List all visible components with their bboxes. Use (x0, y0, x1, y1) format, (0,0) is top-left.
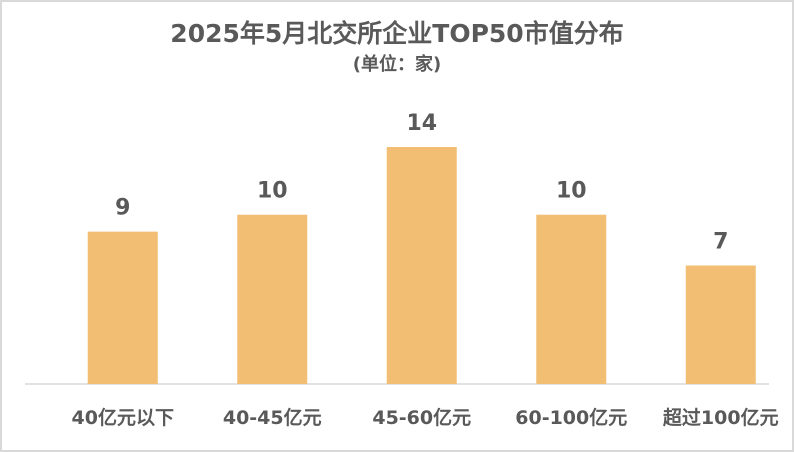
chart-subtitle: (单位：家) (352, 54, 442, 75)
bar (237, 214, 308, 384)
data-label: 14 (406, 111, 437, 136)
x-tick-label: 40-45亿元 (223, 406, 322, 429)
data-label: 9 (115, 196, 130, 221)
x-tick-label: 40亿元以下 (72, 406, 174, 429)
bar (87, 231, 158, 384)
data-label: 10 (556, 179, 587, 204)
x-tick-label: 45-60亿元 (372, 406, 471, 429)
x-tick-label: 超过100亿元 (662, 406, 779, 429)
x-tick-label: 60-100亿元 (515, 406, 627, 429)
chart-title: 2025年5月北交所企业TOP50市值分布 (170, 19, 624, 48)
bar (536, 214, 607, 384)
bar (685, 265, 756, 384)
data-label: 7 (713, 230, 728, 255)
data-label: 10 (257, 179, 288, 204)
bar (386, 147, 457, 384)
